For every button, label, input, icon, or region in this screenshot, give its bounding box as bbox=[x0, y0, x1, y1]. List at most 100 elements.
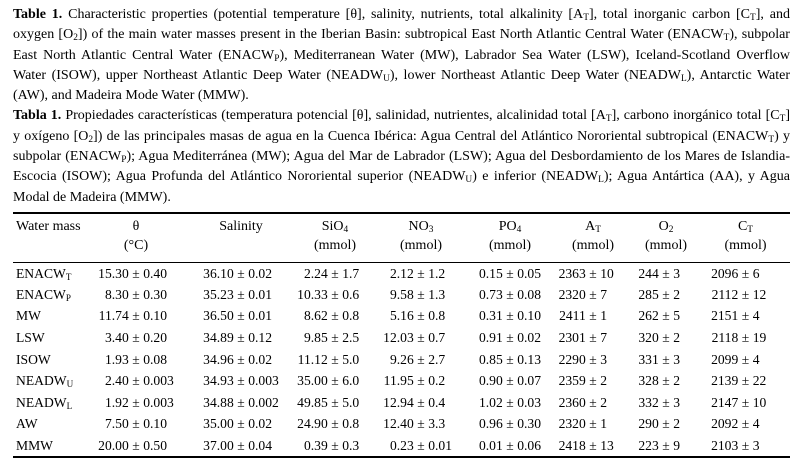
col-header-o2: O2 (mmol) bbox=[631, 212, 701, 263]
value-with-error: 2360 ±2 bbox=[555, 395, 631, 411]
caption-spanish: Tabla 1. Propiedades características (te… bbox=[13, 106, 790, 207]
value-cell: 11.12 ±5.0 bbox=[293, 349, 377, 371]
value: 2092 bbox=[711, 416, 739, 432]
value-cell: 0.90 ±0.07 bbox=[465, 370, 555, 392]
value-cell: 10.33 ±0.6 bbox=[293, 284, 377, 306]
value-with-error: 0.39 ±0.3 bbox=[293, 438, 377, 454]
plus-minus-sign: ± bbox=[662, 330, 670, 346]
error-value: 4 bbox=[752, 416, 760, 432]
value-cell: 290 ±2 bbox=[631, 414, 701, 436]
error-value: 6.0 bbox=[342, 373, 360, 389]
water-mass-label: ISOW bbox=[13, 349, 83, 371]
col-label: NO bbox=[408, 218, 429, 234]
caption-subscript: U bbox=[465, 175, 473, 186]
error-value: 0.08 bbox=[143, 351, 168, 367]
value-with-error: 2290 ±3 bbox=[555, 352, 631, 368]
value-cell: 2112 ±12 bbox=[701, 284, 790, 306]
value-with-error: 0.23 ±0.01 bbox=[377, 438, 465, 454]
error-value: 0.6 bbox=[342, 286, 360, 302]
plus-minus-sign: ± bbox=[132, 308, 140, 324]
plus-minus-sign: ± bbox=[237, 416, 245, 432]
value-with-error: 9.26 ±2.7 bbox=[377, 352, 465, 368]
value: 15.30 bbox=[98, 265, 129, 281]
error-value: 0.04 bbox=[248, 437, 273, 453]
value-cell: 2363 ±10 bbox=[555, 262, 631, 284]
value-with-error: 9.85 ±2.5 bbox=[293, 330, 377, 346]
value-cell: 0.23 ±0.01 bbox=[377, 435, 465, 457]
value-cell: 24.90 ±0.8 bbox=[293, 414, 377, 436]
value-cell: 37.00 ±0.04 bbox=[189, 435, 293, 457]
value: 0.96 bbox=[478, 416, 503, 432]
error-value: 0.10 bbox=[143, 416, 168, 432]
plus-minus-sign: ± bbox=[237, 437, 245, 453]
value-with-error: 11.95 ±0.2 bbox=[377, 373, 465, 389]
value-with-error: 331 ±3 bbox=[631, 352, 701, 368]
value-cell: 15.30 ±0.40 bbox=[83, 262, 189, 284]
value-with-error: 34.89 ±0.12 bbox=[189, 330, 293, 346]
value-with-error: 12.03 ±0.7 bbox=[377, 330, 465, 346]
value: 1.02 bbox=[478, 394, 503, 410]
value: 2418 bbox=[558, 437, 586, 453]
error-value: 1 bbox=[600, 308, 608, 324]
value: 9.26 bbox=[389, 351, 414, 367]
value: 2118 bbox=[711, 330, 739, 346]
value-cell: 2147 ±10 bbox=[701, 392, 790, 414]
value-cell: 20.00 ±0.50 bbox=[83, 435, 189, 457]
error-value: 0.40 bbox=[143, 265, 168, 281]
plus-minus-sign: ± bbox=[589, 416, 597, 432]
value-cell: 2096 ±6 bbox=[701, 262, 790, 284]
value-cell: 2092 ±4 bbox=[701, 414, 790, 436]
error-value: 3 bbox=[673, 394, 681, 410]
error-value: 4 bbox=[752, 308, 760, 324]
plus-minus-sign: ± bbox=[132, 330, 140, 346]
plus-minus-sign: ± bbox=[417, 351, 425, 367]
value: 2147 bbox=[711, 394, 739, 410]
value-cell: 34.96 ±0.02 bbox=[189, 349, 293, 371]
value-cell: 2103 ±3 bbox=[701, 435, 790, 457]
value-with-error: 35.00 ±6.0 bbox=[293, 373, 377, 389]
value: 0.73 bbox=[478, 286, 503, 302]
value: 20.00 bbox=[98, 437, 129, 453]
value-with-error: 1.02 ±0.03 bbox=[465, 395, 555, 411]
value-with-error: 2.40 ±0.003 bbox=[83, 373, 189, 389]
plus-minus-sign: ± bbox=[506, 330, 514, 346]
water-mass-name: AW bbox=[16, 416, 38, 432]
value: 10.33 bbox=[297, 286, 328, 302]
caption-subscript: T bbox=[723, 33, 730, 44]
value-with-error: 1.93 ±0.08 bbox=[83, 352, 189, 368]
plus-minus-sign: ± bbox=[417, 416, 425, 432]
value: 12.40 bbox=[383, 416, 414, 432]
table-row: LSW 3.40 ±0.20 34.89 ±0.12 9.85 ±2.5 12.03 ±0.7 0… bbox=[13, 327, 790, 349]
error-value: 1.2 bbox=[428, 265, 446, 281]
value-cell: 2418 ±13 bbox=[555, 435, 631, 457]
col-unit: (mmol) bbox=[400, 237, 442, 253]
value: 290 bbox=[638, 416, 659, 432]
value-with-error: 2.12 ±1.2 bbox=[377, 266, 465, 282]
value-with-error: 34.88 ±0.002 bbox=[189, 395, 293, 411]
value: 24.90 bbox=[297, 416, 328, 432]
error-value: 0.08 bbox=[517, 286, 542, 302]
plus-minus-sign: ± bbox=[331, 265, 339, 281]
value: 2112 bbox=[711, 286, 739, 302]
plus-minus-sign: ± bbox=[589, 308, 597, 324]
value: 2151 bbox=[711, 308, 739, 324]
error-value: 0.003 bbox=[143, 394, 174, 410]
error-value: 0.3 bbox=[342, 437, 360, 453]
value: 320 bbox=[638, 330, 659, 346]
value-with-error: 2151 ±4 bbox=[701, 308, 790, 324]
plus-minus-sign: ± bbox=[506, 437, 514, 453]
value-with-error: 34.93 ±0.003 bbox=[189, 373, 293, 389]
value: 244 bbox=[638, 265, 659, 281]
value-with-error: 3.40 ±0.20 bbox=[83, 330, 189, 346]
error-value: 0.12 bbox=[248, 330, 273, 346]
value: 7.50 bbox=[104, 416, 129, 432]
value: 11.12 bbox=[297, 351, 328, 367]
error-value: 5.0 bbox=[342, 351, 360, 367]
plus-minus-sign: ± bbox=[662, 351, 670, 367]
caption-spanish-label: Tabla 1. bbox=[13, 108, 62, 124]
plus-minus-sign: ± bbox=[662, 394, 670, 410]
value-cell: 2.40 ±0.003 bbox=[83, 370, 189, 392]
value: 0.01 bbox=[478, 437, 503, 453]
value: 0.23 bbox=[389, 437, 414, 453]
value-cell: 9.26 ±2.7 bbox=[377, 349, 465, 371]
